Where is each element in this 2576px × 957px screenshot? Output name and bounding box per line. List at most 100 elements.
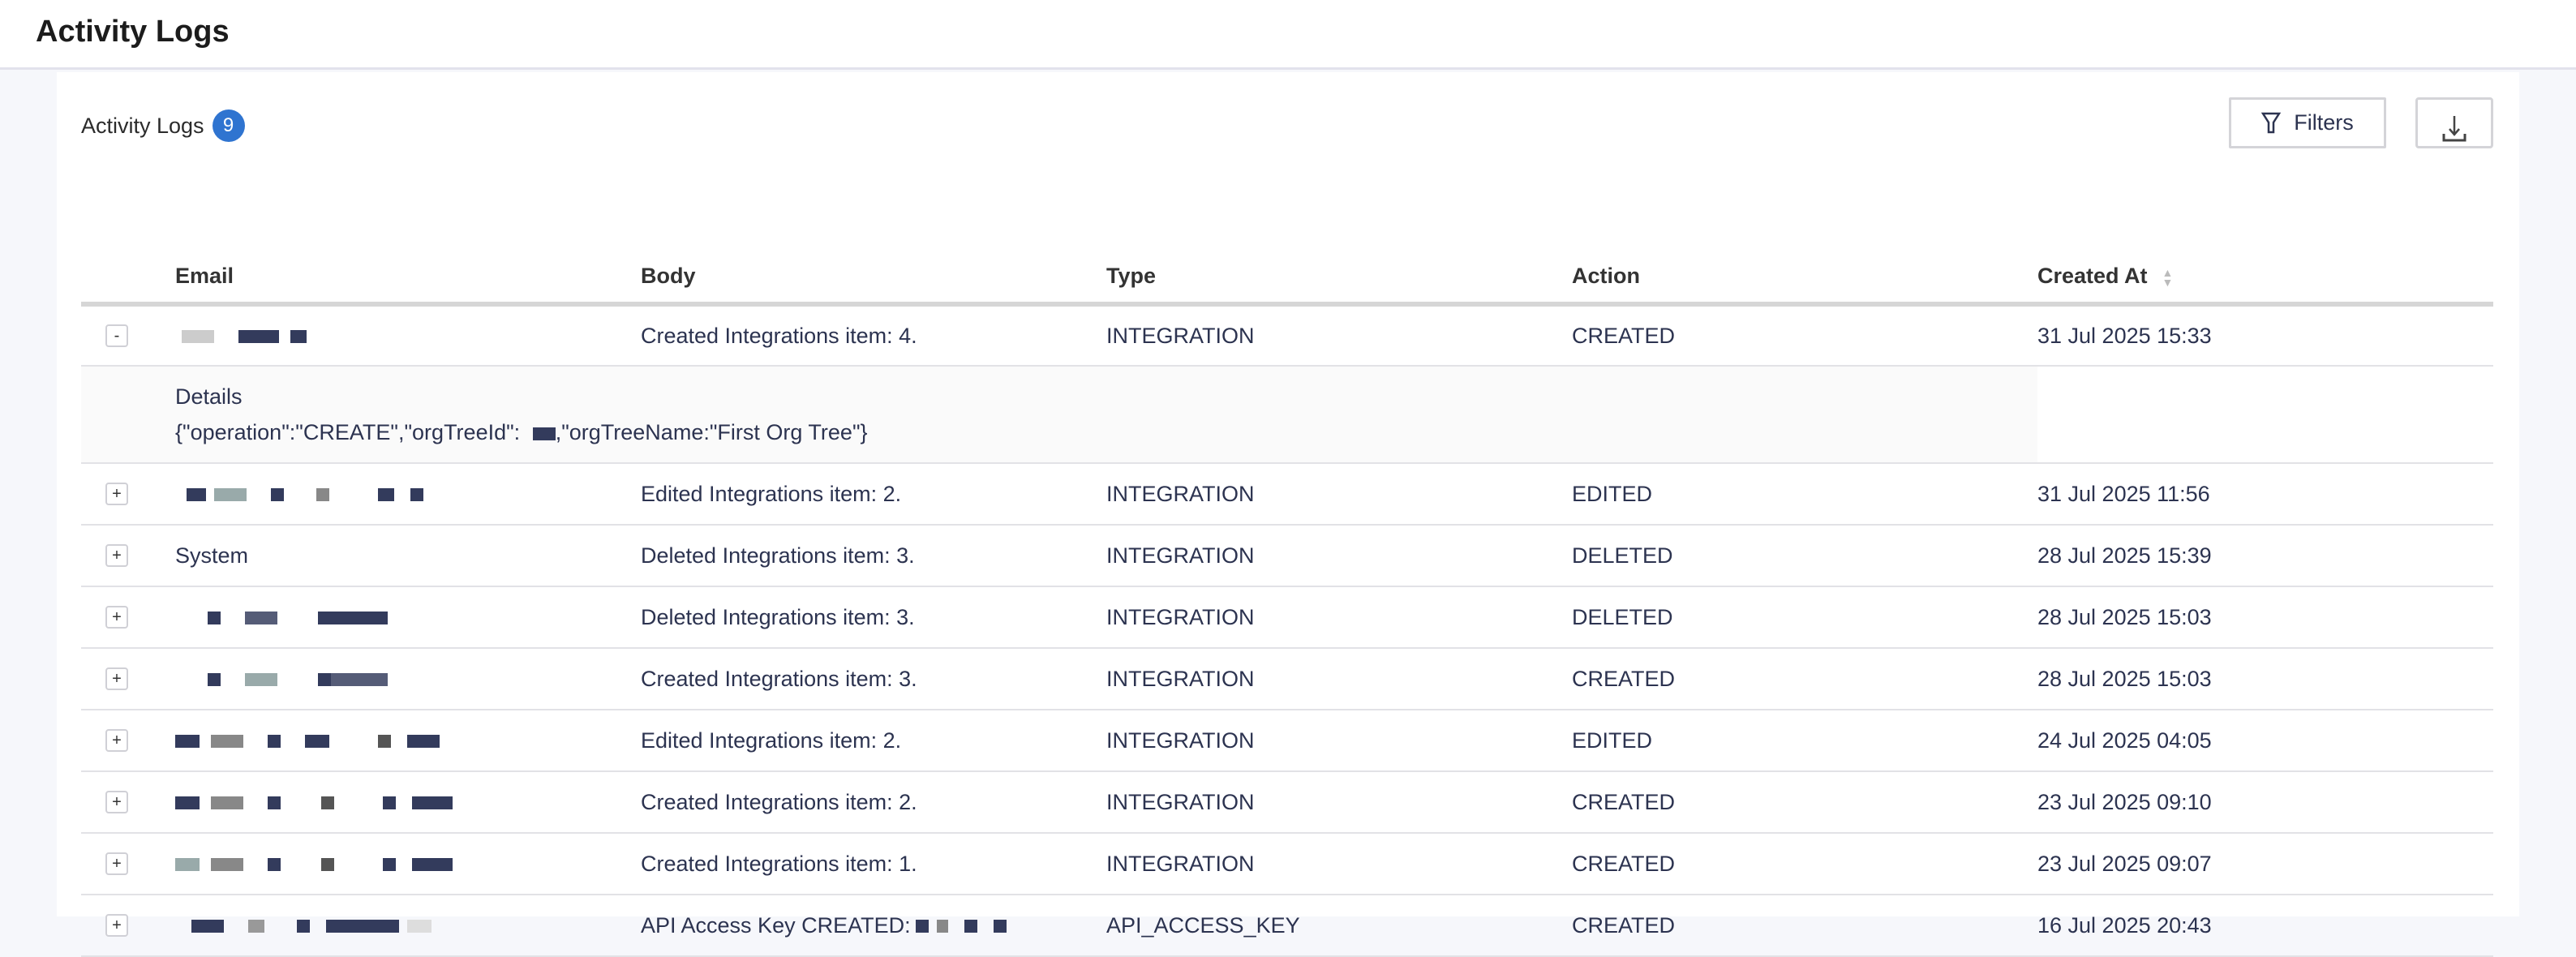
activity-logs-card: Activity Logs 9 Filters Email Body Type … [57,72,2519,957]
table-row[interactable]: + Edited Integrations item: 2. INTEGRATI… [81,710,2493,772]
table-row[interactable]: + System Deleted Integrations item: 3. I… [81,525,2493,587]
action-cell: CREATED [1572,895,2037,957]
sort-icon[interactable]: ▲ ▼ [2162,265,2174,289]
redacted-block [326,920,399,933]
email-cell [175,463,641,526]
card-header: Activity Logs 9 [81,109,245,142]
col-body: Body [641,251,1106,307]
redacted-block [318,673,331,687]
redacted-block [238,330,279,344]
redacted-block [412,796,453,810]
body-cell: Deleted Integrations item: 3. [641,586,1106,649]
redacted-block [318,612,331,625]
redacted-block [211,858,243,872]
expand-row-button[interactable]: + [105,483,128,505]
expand-row-button[interactable]: + [105,606,128,629]
body-cell: Deleted Integrations item: 3. [641,525,1106,587]
col-type: Type [1106,251,1572,307]
redacted-block [297,920,310,933]
body-cell: Created Integrations item: 1. [641,833,1106,895]
table-row[interactable]: - Created Integrations item: 4. INTEGRAT… [81,304,2493,367]
col-email: Email [175,251,641,307]
redacted-block [993,920,1007,933]
redacted-block [915,920,929,933]
action-cell: DELETED [1572,525,2037,587]
redacted-block [316,488,329,502]
download-icon [2442,115,2467,141]
redacted-block [383,796,396,810]
email-cell [175,648,641,710]
table-row[interactable]: + Created Integrations item: 1. INTEGRAT… [81,833,2493,895]
redacted-block [268,735,281,749]
type-cell: INTEGRATION [1106,833,1572,895]
created-at-cell: 16 Jul 2025 20:43 [2037,895,2493,957]
redacted-block [532,427,556,440]
col-action: Action [1572,251,2037,307]
table-row[interactable]: + Created Integrations item: 3. INTEGRAT… [81,648,2493,710]
redacted-block [290,330,307,344]
created-at-cell: 24 Jul 2025 04:05 [2037,710,2493,772]
created-at-cell: 28 Jul 2025 15:03 [2037,586,2493,649]
created-at-cell: 28 Jul 2025 15:03 [2037,648,2493,710]
email-cell [175,586,641,649]
type-cell: INTEGRATION [1106,771,1572,834]
details-row: Details {"operation":"CREATE","orgTreeId… [81,366,2493,464]
action-cell: EDITED [1572,710,2037,772]
top-bar: Activity Logs [0,0,2576,70]
redacted-block [964,920,977,933]
redacted-block [211,735,243,749]
redacted-block [175,735,200,749]
created-at-cell: 28 Jul 2025 15:39 [2037,525,2493,587]
table-row[interactable]: + API Access Key CREATED: API_ACCESS_KEY… [81,895,2493,957]
redacted-block [383,858,396,872]
redacted-block [378,488,394,502]
email-cell [175,833,641,895]
count-badge: 9 [212,109,245,142]
details-label: Details [175,384,243,409]
table-header: Email Body Type Action Created At ▲ ▼ [81,251,2493,307]
redacted-block [305,735,329,749]
filter-icon [2261,112,2282,133]
table-row[interactable]: + Edited Integrations item: 2. INTEGRATI… [81,463,2493,526]
redacted-block [245,673,277,687]
type-cell: INTEGRATION [1106,648,1572,710]
table-row[interactable]: + Created Integrations item: 2. INTEGRAT… [81,771,2493,834]
table-row[interactable]: + Deleted Integrations item: 3. INTEGRAT… [81,586,2493,649]
redacted-block [410,488,423,502]
redacted-block [187,488,206,502]
action-cell: CREATED [1572,771,2037,834]
col-created-at[interactable]: Created At ▲ ▼ [2037,251,2493,307]
expand-row-button[interactable]: + [105,667,128,690]
activity-table: Email Body Type Action Created At ▲ ▼ - Cr… [81,251,2493,957]
action-cell: CREATED [1572,648,2037,710]
email-cell [175,771,641,834]
created-at-cell: 31 Jul 2025 11:56 [2037,463,2493,526]
redacted-block [208,673,221,687]
redacted-block [211,796,243,810]
expand-row-button[interactable]: + [105,791,128,813]
filters-label: Filters [2294,110,2354,135]
collapse-row-button[interactable]: - [105,324,128,347]
body-cell: Created Integrations item: 4. [641,304,1106,367]
redacted-block [331,673,388,687]
email-cell [175,304,641,367]
redacted-block [412,858,453,872]
type-cell: INTEGRATION [1106,304,1572,367]
expand-row-button[interactable]: + [105,914,128,937]
expand-row-button[interactable]: + [105,729,128,752]
redacted-block [321,796,334,810]
redacted-block [936,920,948,933]
body-cell: Edited Integrations item: 2. [641,463,1106,526]
redacted-block [248,920,264,933]
expand-row-button[interactable]: + [105,852,128,875]
created-at-cell: 23 Jul 2025 09:10 [2037,771,2493,834]
body-cell: API Access Key CREATED: [641,895,1106,957]
redacted-block [191,920,224,933]
redacted-block [175,796,200,810]
filters-button[interactable]: Filters [2229,97,2386,148]
email-cell [175,895,641,957]
type-cell: INTEGRATION [1106,710,1572,772]
download-button[interactable] [2415,97,2493,148]
redacted-block [175,858,200,872]
expand-row-button[interactable]: + [105,544,128,567]
